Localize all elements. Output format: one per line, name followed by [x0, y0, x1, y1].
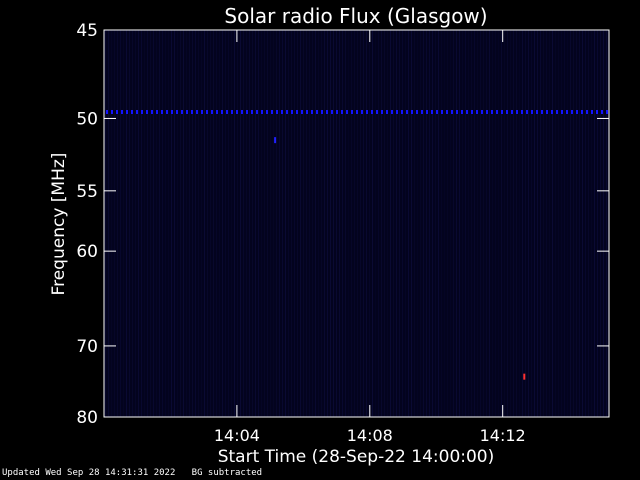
y-tick-label: 60: [76, 242, 98, 262]
plot-background: [104, 30, 609, 417]
x-axis-label: Start Time (28-Sep-22 14:00:00): [218, 447, 495, 467]
x-tick-label: 14:04: [214, 426, 260, 445]
y-tick-label: 50: [76, 109, 98, 129]
y-tick-label: 55: [76, 182, 98, 202]
y-axis-label: Frequency [MHz]: [49, 153, 69, 296]
y-tick-label: 80: [76, 408, 98, 428]
y-tick-label: 70: [76, 337, 98, 357]
spot-event-1: [274, 137, 277, 144]
plot-border: [103, 29, 610, 418]
footer-note: BG subtracted: [191, 468, 263, 478]
spot-event-2: [523, 373, 526, 380]
x-tick-label: 14:12: [480, 426, 526, 445]
footer-updated: Updated Wed Sep 28 14:31:31 2022: [2, 468, 176, 478]
x-tick-label: 14:08: [347, 426, 393, 445]
chart-title: Solar radio Flux (Glasgow): [224, 4, 487, 28]
spectrogram-texture: [105, 30, 607, 417]
footer: Updated Wed Sep 28 14:31:31 2022 BG subt…: [2, 468, 262, 478]
y-tick-label: 45: [76, 21, 98, 41]
